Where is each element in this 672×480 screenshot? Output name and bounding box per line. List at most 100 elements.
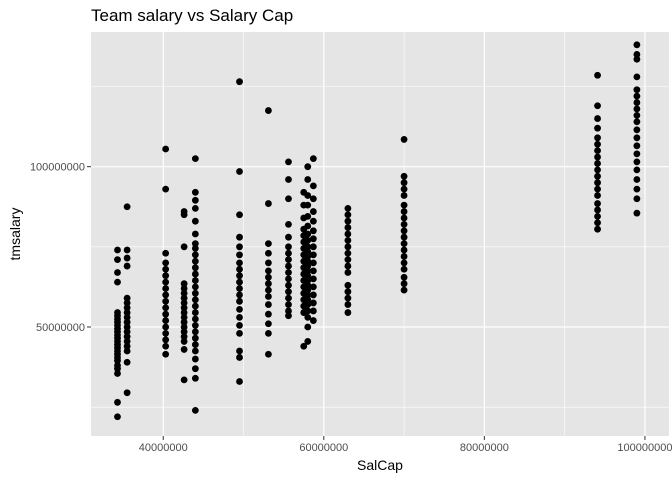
scatter-point bbox=[162, 265, 170, 273]
scatter-point bbox=[285, 281, 292, 289]
scatter-point bbox=[309, 243, 317, 251]
scatter-point bbox=[162, 350, 170, 358]
scatter-point bbox=[304, 243, 312, 251]
scatter-point bbox=[309, 195, 317, 203]
scatter-point bbox=[304, 212, 312, 220]
scatter-point bbox=[344, 256, 352, 264]
scatter-point bbox=[236, 168, 243, 175]
scatter-point bbox=[236, 211, 243, 219]
x-axis-label: SalCap bbox=[357, 457, 403, 473]
scatter-point bbox=[236, 297, 243, 305]
scatter-point bbox=[180, 304, 188, 312]
scatter-point bbox=[114, 269, 121, 276]
scatter-point bbox=[285, 243, 292, 251]
scatter-point bbox=[123, 328, 131, 336]
scatter-point bbox=[123, 323, 131, 331]
scatter-point bbox=[344, 211, 352, 219]
scatter-point bbox=[633, 126, 641, 134]
scatter-point bbox=[265, 286, 272, 294]
scatter-point bbox=[309, 299, 317, 307]
scatter-point bbox=[594, 147, 601, 155]
scatter-point bbox=[123, 347, 131, 355]
y-tick-label: 100000000 bbox=[30, 162, 85, 174]
scatter-point bbox=[162, 259, 170, 267]
scatter-point bbox=[304, 281, 312, 289]
scatter-point bbox=[180, 376, 188, 384]
scatter-point bbox=[594, 185, 601, 193]
scatter-point bbox=[236, 233, 243, 241]
scatter-point bbox=[309, 317, 317, 324]
scatter-point bbox=[123, 246, 131, 254]
scatter-point bbox=[344, 309, 352, 316]
scatter-point bbox=[400, 179, 408, 187]
scatter-point bbox=[400, 265, 408, 273]
scatter-point bbox=[594, 192, 601, 199]
scatter-point bbox=[191, 315, 199, 323]
scatter-point bbox=[285, 195, 292, 203]
scatter-point bbox=[265, 267, 272, 275]
scatter-point bbox=[191, 374, 199, 382]
scatter-point bbox=[304, 296, 312, 304]
scatter-point bbox=[304, 323, 312, 331]
scatter-point bbox=[285, 256, 292, 264]
scatter-point bbox=[309, 307, 317, 315]
scatter-point bbox=[285, 307, 292, 315]
scatter-point bbox=[304, 286, 312, 294]
scatter-point bbox=[344, 243, 352, 251]
scatter-point bbox=[191, 277, 199, 284]
scatter-point bbox=[633, 134, 641, 142]
scatter-point bbox=[309, 208, 317, 215]
scatter-point bbox=[594, 206, 601, 214]
scatter-point bbox=[123, 338, 131, 345]
scatter-point bbox=[180, 285, 188, 292]
scatter-point bbox=[309, 259, 317, 267]
scatter-point bbox=[300, 342, 308, 350]
scatter-point bbox=[594, 140, 601, 148]
scatter-point bbox=[114, 398, 121, 406]
scatter-point bbox=[191, 204, 199, 212]
scatter-point bbox=[285, 269, 292, 276]
scatter-point bbox=[162, 336, 170, 344]
scatter-point bbox=[304, 291, 312, 299]
scatter-point bbox=[633, 158, 641, 166]
scatter-point bbox=[633, 92, 641, 100]
scatter-point bbox=[123, 299, 131, 307]
scatter-point bbox=[594, 160, 601, 167]
scatter-point bbox=[594, 153, 601, 161]
scatter-point bbox=[162, 304, 170, 312]
scatter-point bbox=[191, 334, 199, 342]
scatter-point bbox=[285, 275, 292, 283]
scatter-point bbox=[304, 272, 312, 280]
scatter-point bbox=[594, 124, 601, 132]
scatter-point bbox=[594, 102, 601, 110]
scatter-point bbox=[114, 246, 121, 254]
scatter-point bbox=[180, 323, 188, 331]
scatter-point bbox=[304, 277, 312, 284]
scatter-point bbox=[400, 259, 408, 267]
scatter-point bbox=[594, 71, 601, 79]
scatter-point bbox=[309, 283, 317, 291]
scatter-point bbox=[304, 222, 312, 230]
scatter-point bbox=[400, 185, 408, 193]
scatter-point bbox=[309, 275, 317, 283]
scatter-point bbox=[400, 208, 408, 215]
scatter-point bbox=[191, 196, 199, 204]
scatter-point bbox=[123, 358, 131, 366]
scatter-point bbox=[633, 118, 641, 126]
scatter-point bbox=[236, 378, 243, 385]
scatter-point bbox=[285, 220, 292, 228]
chart-title: Team salary vs Salary Cap bbox=[91, 6, 293, 25]
scatter-point bbox=[123, 318, 131, 326]
scatter-point bbox=[633, 142, 641, 150]
scatter-point bbox=[594, 200, 601, 207]
scatter-point bbox=[265, 259, 272, 267]
scatter-point bbox=[285, 158, 292, 166]
scatter-point bbox=[191, 321, 199, 329]
scatter-point bbox=[304, 248, 312, 256]
scatter-point bbox=[594, 166, 601, 174]
scatter-point bbox=[123, 262, 131, 270]
scatter-point bbox=[304, 267, 312, 275]
scatter-point bbox=[180, 208, 188, 215]
x-tick-label: 100000000 bbox=[617, 442, 672, 454]
scatter-point bbox=[344, 294, 352, 302]
